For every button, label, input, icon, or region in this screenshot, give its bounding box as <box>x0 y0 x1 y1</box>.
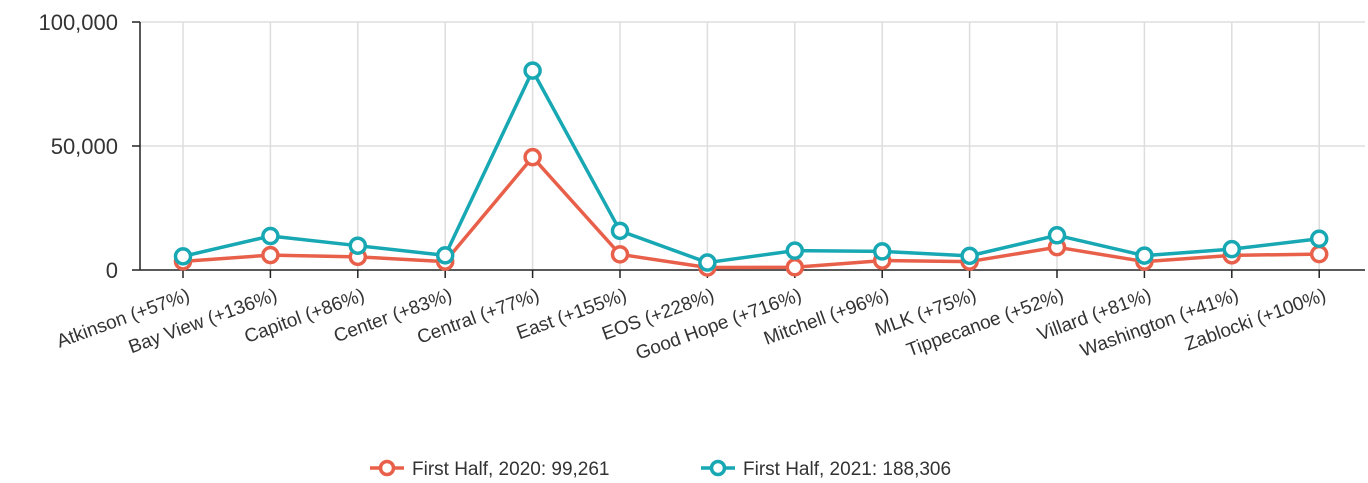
data-point[interactable] <box>872 242 892 261</box>
x-axis-ticks: Atkinson (+57%)Bay View (+136%)Capitol (… <box>54 270 1329 364</box>
data-point[interactable] <box>960 246 979 266</box>
data-point[interactable] <box>435 246 455 265</box>
data-point[interactable] <box>173 247 193 266</box>
legend-circle-marker <box>378 459 396 477</box>
data-point[interactable] <box>785 258 805 277</box>
legend-label: First Half, 2021: 188,306 <box>743 459 951 480</box>
y-axis-ticks: 0 50,000 100,000 <box>38 10 140 283</box>
series-2 <box>173 61 1329 272</box>
data-point[interactable] <box>1047 226 1067 245</box>
data-point[interactable] <box>348 236 368 255</box>
series-group <box>173 61 1329 277</box>
legend-item[interactable]: First Half, 2021: 188,306 <box>701 459 951 480</box>
data-point[interactable] <box>610 221 630 241</box>
data-point[interactable] <box>610 245 630 264</box>
y-tick-label: 0 <box>106 258 118 283</box>
legend-circle-marker <box>709 459 727 477</box>
data-point[interactable] <box>261 226 280 246</box>
y-tick-label: 100,000 <box>38 10 118 35</box>
data-point[interactable] <box>1309 229 1329 249</box>
data-point[interactable] <box>1222 239 1242 259</box>
data-point[interactable] <box>698 253 717 272</box>
data-point[interactable] <box>523 147 542 167</box>
data-point[interactable] <box>1135 246 1154 265</box>
data-point[interactable] <box>523 61 542 80</box>
y-tick-label: 50,000 <box>51 134 118 159</box>
data-point[interactable] <box>785 241 805 260</box>
legend: First Half, 2020: 99,261 First Half, 2021… <box>370 459 951 480</box>
series-line <box>182 155 1320 270</box>
vertical-gridlines <box>140 21 1365 270</box>
data-point[interactable] <box>1309 244 1329 264</box>
legend-label: First Half, 2020: 99,261 <box>412 459 610 480</box>
legend-item[interactable]: First Half, 2020: 99,261 <box>370 459 610 480</box>
series-line <box>182 68 1320 265</box>
data-point[interactable] <box>261 245 280 265</box>
